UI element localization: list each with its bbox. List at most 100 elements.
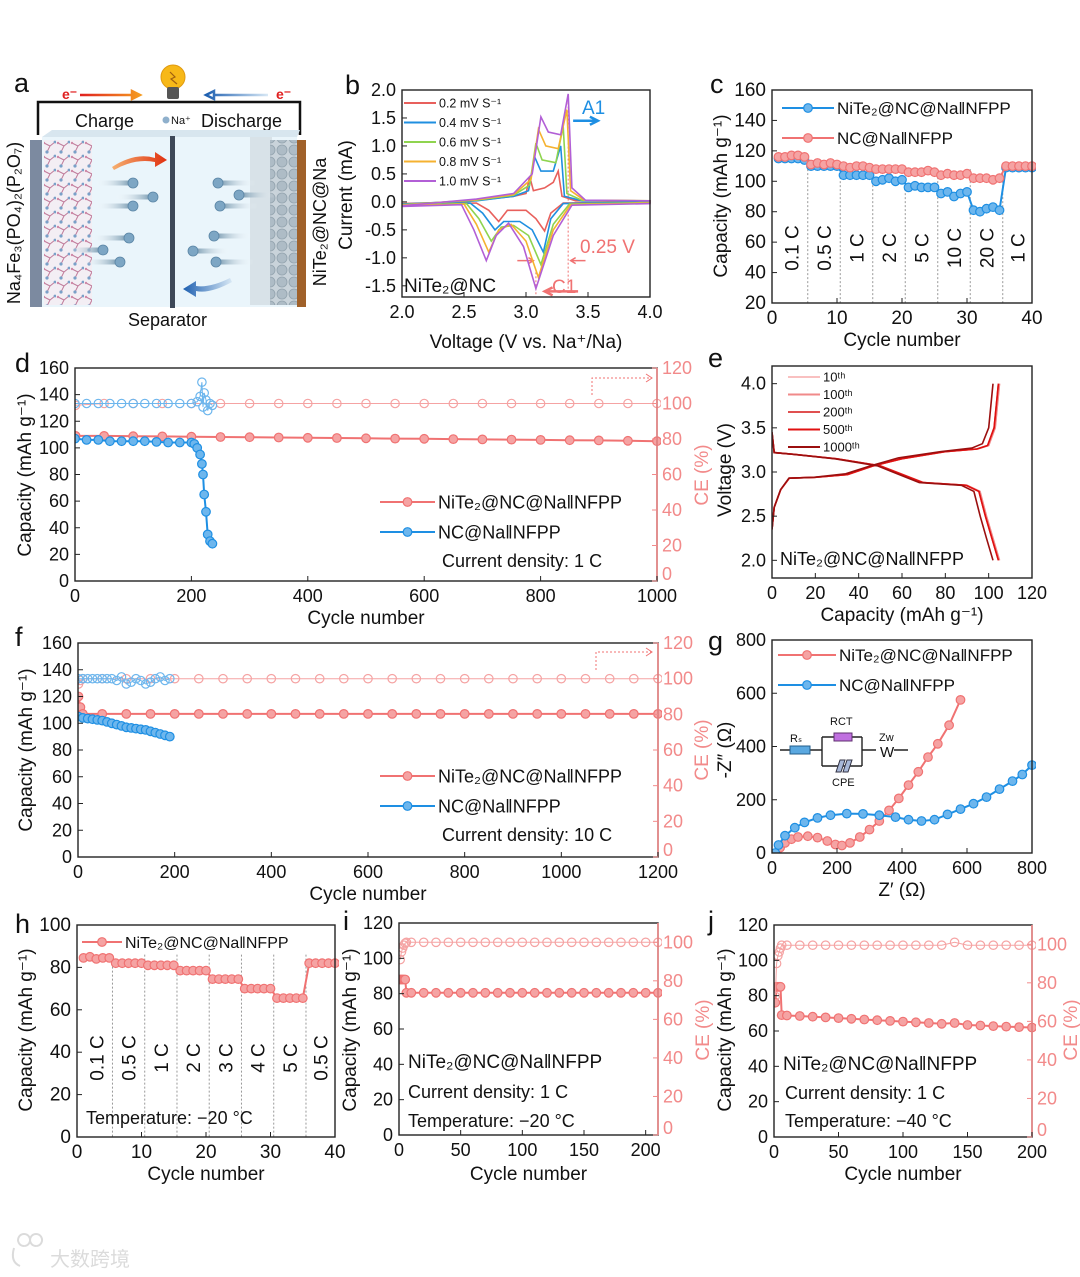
data-point [116, 436, 127, 447]
data-point [202, 405, 213, 416]
series-line-100ᵗʰ [772, 432, 1001, 561]
series-line-NC@Na‖NFPP CE [75, 382, 213, 411]
y2-tick-label: 20 [663, 811, 683, 831]
resistor-rct-icon [833, 732, 853, 742]
data-point [160, 675, 170, 686]
rate-label: 0.1 C [87, 1035, 108, 1080]
data-point [773, 840, 784, 850]
data-point [477, 398, 488, 409]
shift-arrow-icon [569, 256, 586, 265]
y2-tick-label: 60 [663, 1009, 683, 1029]
y-tick-label: 0 [383, 1125, 393, 1145]
rate-label: 0.1 C [783, 225, 804, 270]
x-tick-label: 0 [767, 308, 778, 329]
plot-area [78, 951, 339, 1003]
y-tick-label: 20 [49, 544, 69, 564]
data-point [163, 398, 173, 409]
rate-label: 2 C [880, 233, 901, 263]
rate-label: 1 C [848, 233, 869, 263]
data-point [591, 937, 602, 948]
y2-tick-label: 100 [663, 932, 693, 952]
charge-direction-arrow [112, 152, 167, 170]
y-tick-label: 140 [42, 660, 72, 680]
panel-letter-i: i [343, 906, 349, 936]
plot-frame [74, 367, 658, 582]
data-point [435, 709, 446, 719]
x-axis-label: Capacity (mAh g⁻¹) [820, 605, 983, 626]
rate-label: 10 C [945, 228, 966, 268]
rate-label: 5 C [913, 233, 934, 263]
data-point [233, 974, 244, 984]
chart-panel-f: 0 200 400 600 800 1000 12000204060801001201401… [16, 633, 713, 905]
legend-label: NC@Na‖NFPP [438, 796, 561, 816]
data-point [199, 388, 209, 398]
y-tick-label: 140 [734, 110, 766, 131]
x-tick-label: 40 [324, 1142, 345, 1163]
data-point [406, 987, 417, 998]
data-point [116, 672, 127, 682]
y2-axis-label: CE (%) [693, 999, 714, 1060]
data-point [822, 836, 833, 846]
data-point [517, 937, 528, 948]
data-point [201, 506, 211, 517]
data-point [975, 1020, 986, 1031]
data-point [968, 798, 979, 809]
y-tick-label: 40 [745, 263, 766, 284]
y-tick-label: 80 [745, 202, 766, 223]
y-tick-label: 80 [373, 984, 393, 1004]
data-point [390, 398, 400, 409]
data-point [564, 398, 575, 409]
x-tick-label: 80 [935, 583, 955, 603]
data-point [387, 709, 398, 719]
data-point [994, 205, 1005, 216]
y-tick-label: 0 [62, 847, 72, 867]
y2-tick-label: 20 [662, 536, 682, 556]
annotation-text: Current density: 1 C [785, 1083, 945, 1103]
sodium-ion-particle [212, 177, 256, 189]
data-point [151, 398, 162, 409]
chart-panel-g: 0 200 400 600 800 0 200 400 600 800 Z′ (Ω) -Z″ (Ω) N… [715, 630, 1047, 901]
plot-area [773, 150, 1036, 217]
data-point [911, 940, 921, 950]
y-tick-label: 120 [734, 141, 766, 162]
data-point [593, 435, 604, 446]
data-point [431, 937, 441, 948]
x-axis-label: Cycle number [844, 1164, 962, 1185]
y-tick-label: 160 [734, 80, 766, 101]
data-point [593, 398, 604, 409]
y2-tick-label: 120 [663, 633, 693, 653]
data-point [774, 991, 781, 1002]
data-point [468, 987, 478, 998]
data-point [1014, 940, 1024, 950]
data-point [411, 673, 422, 684]
x-tick-label: 1000 [541, 862, 581, 882]
data-point [1017, 769, 1028, 780]
legend-marker [402, 771, 413, 781]
y-tick-label: 60 [373, 1019, 393, 1039]
data-point [145, 677, 156, 687]
legend-item: 100ᵗʰ [788, 387, 853, 402]
y-tick-label: 60 [49, 491, 69, 511]
data-point [401, 937, 412, 948]
chart-panel-h: 0.1 C 0.5 C 1 C 2 C 3 C 4 C 5 C 0.5 C 0 10 20 30 40 0… [16, 915, 346, 1185]
y-tick-label: 3.5 [741, 418, 766, 438]
y-axis-label: Current (mA) [336, 140, 357, 250]
data-point [874, 810, 885, 821]
data-point [580, 673, 591, 684]
data-point [564, 435, 575, 446]
sodium-ion-particle [115, 191, 159, 203]
x-tick-label: 400 [256, 862, 286, 882]
data-point [121, 679, 132, 689]
watermark-text: 大数跨境 [50, 1248, 130, 1271]
data-point [858, 809, 868, 819]
y-tick-label: 40 [49, 518, 69, 538]
data-point [775, 981, 786, 992]
y-tick-label: 160 [42, 633, 72, 653]
y2-tick-label: 40 [1037, 1050, 1057, 1070]
rate-label: 0.5 C [815, 225, 836, 270]
y-tick-label: 20 [748, 1092, 768, 1112]
data-point [580, 709, 591, 719]
panel-letter-j: j [707, 906, 714, 936]
data-point [794, 940, 805, 950]
